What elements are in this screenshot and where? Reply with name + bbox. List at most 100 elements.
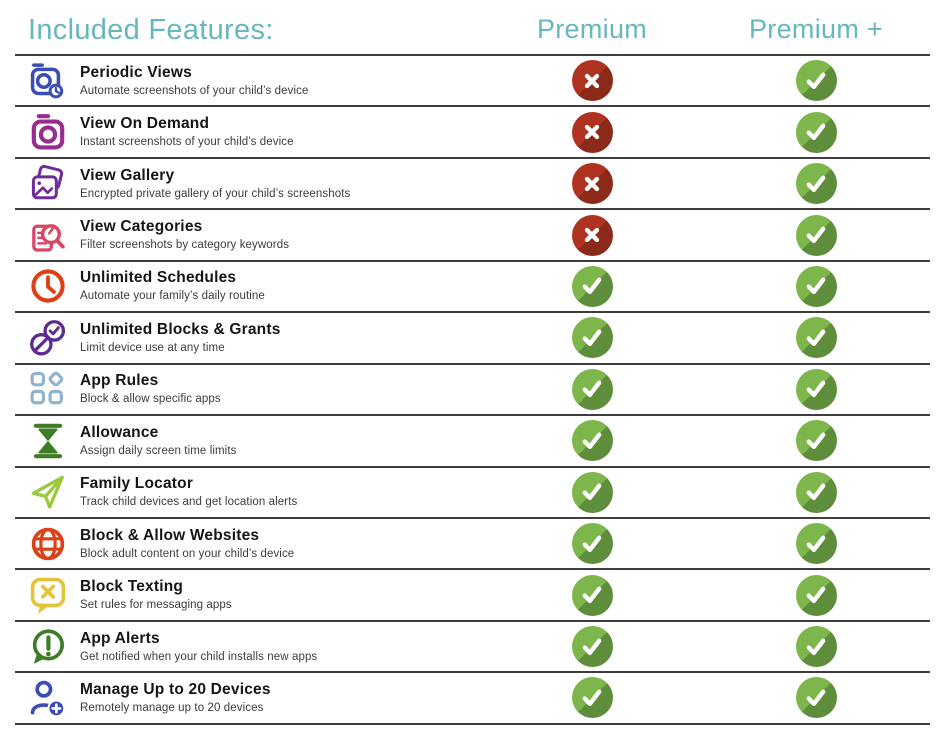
feature-row: View Categories Filter screenshots by ca… bbox=[15, 210, 930, 262]
feature-text: Periodic Views Automate screenshots of y… bbox=[80, 64, 482, 98]
feature-title: Block & Allow Websites bbox=[80, 526, 260, 544]
column-header-premium-plus: Premium + bbox=[749, 14, 883, 44]
feature-title: Family Locator bbox=[80, 475, 194, 493]
feature-description: Set rules for messaging apps bbox=[80, 599, 232, 612]
premium-cell bbox=[482, 317, 702, 359]
feature-description: Remotely manage up to 20 devices bbox=[80, 701, 264, 714]
check-icon bbox=[795, 368, 837, 410]
feature-title: Periodic Views bbox=[80, 63, 192, 81]
feature-description: Limit device use at any time bbox=[80, 341, 225, 354]
feature-title: App Rules bbox=[80, 372, 159, 390]
check-icon bbox=[795, 471, 837, 513]
feature-rows: Periodic Views Automate screenshots of y… bbox=[15, 56, 930, 725]
feature-description: Track child devices and get location ale… bbox=[80, 496, 298, 509]
feature-row: Block Texting Set rules for messaging ap… bbox=[15, 570, 930, 622]
feature-title: View Gallery bbox=[80, 166, 175, 184]
feature-text: App Rules Block & allow specific apps bbox=[80, 372, 482, 406]
family-locator-icon bbox=[28, 472, 68, 512]
feature-title: Block Texting bbox=[80, 578, 184, 596]
feature-title: View On Demand bbox=[80, 115, 210, 133]
check-icon bbox=[795, 265, 837, 307]
premium-cell bbox=[482, 368, 702, 410]
app-rules-icon bbox=[28, 369, 68, 409]
feature-text: Family Locator Track child devices and g… bbox=[80, 475, 482, 509]
premium-plus-cell bbox=[702, 317, 930, 359]
feature-title: Manage Up to 20 Devices bbox=[80, 680, 271, 698]
premium-cell bbox=[482, 60, 702, 102]
feature-title: App Alerts bbox=[80, 629, 160, 647]
cross-icon bbox=[571, 111, 613, 153]
premium-plus-cell bbox=[702, 60, 930, 102]
feature-text: App Alerts Get notified when your child … bbox=[80, 630, 482, 664]
block-texting-icon bbox=[28, 575, 68, 615]
check-icon bbox=[571, 523, 613, 565]
feature-text: Unlimited Schedules Automate your family… bbox=[80, 269, 482, 303]
feature-row: App Rules Block & allow specific apps bbox=[15, 365, 930, 417]
check-icon bbox=[571, 574, 613, 616]
feature-row: Unlimited Blocks & Grants Limit device u… bbox=[15, 313, 930, 365]
feature-description: Block & allow specific apps bbox=[80, 393, 221, 406]
feature-row: Manage Up to 20 Devices Remotely manage … bbox=[15, 673, 930, 725]
premium-plus-cell bbox=[702, 214, 930, 256]
premium-plus-cell bbox=[702, 420, 930, 462]
feature-description: Automate your family’s daily routine bbox=[80, 290, 265, 303]
feature-title: Allowance bbox=[80, 423, 159, 441]
check-icon bbox=[571, 420, 613, 462]
premium-cell bbox=[482, 574, 702, 616]
feature-row: Block & Allow Websites Block adult conte… bbox=[15, 519, 930, 571]
premium-plus-cell bbox=[702, 471, 930, 513]
premium-cell bbox=[482, 163, 702, 205]
check-icon bbox=[571, 265, 613, 307]
feature-text: View On Demand Instant screenshots of yo… bbox=[80, 115, 482, 149]
cross-icon bbox=[571, 163, 613, 205]
feature-description: Automate screenshots of your child’s dev… bbox=[80, 84, 309, 97]
unlimited-blocks-grants-icon bbox=[28, 318, 68, 358]
premium-cell bbox=[482, 111, 702, 153]
feature-text: Block Texting Set rules for messaging ap… bbox=[80, 578, 482, 612]
check-icon bbox=[571, 471, 613, 513]
block-allow-websites-icon bbox=[28, 524, 68, 564]
feature-description: Get notified when your child installs ne… bbox=[80, 650, 318, 663]
feature-description: Block adult content on your child’s devi… bbox=[80, 547, 295, 560]
feature-text: View Categories Filter screenshots by ca… bbox=[80, 218, 482, 252]
check-icon bbox=[571, 368, 613, 410]
premium-cell bbox=[482, 523, 702, 565]
check-icon bbox=[795, 420, 837, 462]
feature-title: View Categories bbox=[80, 218, 203, 236]
check-icon bbox=[571, 317, 613, 359]
feature-title: Unlimited Schedules bbox=[80, 269, 237, 287]
check-icon bbox=[795, 214, 837, 256]
feature-row: View On Demand Instant screenshots of yo… bbox=[15, 107, 930, 159]
premium-cell bbox=[482, 626, 702, 668]
allowance-icon bbox=[28, 421, 68, 461]
check-icon bbox=[795, 60, 837, 102]
feature-row: Family Locator Track child devices and g… bbox=[15, 468, 930, 519]
feature-text: View Gallery Encrypted private gallery o… bbox=[80, 167, 482, 201]
premium-cell bbox=[482, 214, 702, 256]
manage-devices-icon bbox=[28, 678, 68, 718]
check-icon bbox=[795, 163, 837, 205]
feature-row: Periodic Views Automate screenshots of y… bbox=[15, 56, 930, 108]
feature-description: Filter screenshots by category keywords bbox=[80, 239, 290, 252]
view-categories-icon bbox=[28, 215, 68, 255]
check-icon bbox=[795, 626, 837, 668]
check-icon bbox=[795, 574, 837, 616]
premium-plus-cell bbox=[702, 163, 930, 205]
feature-description: Encrypted private gallery of your child’… bbox=[80, 187, 351, 200]
periodic-views-icon bbox=[28, 61, 68, 101]
feature-title: Unlimited Blocks & Grants bbox=[80, 320, 281, 338]
check-icon bbox=[795, 677, 837, 719]
feature-text: Manage Up to 20 Devices Remotely manage … bbox=[80, 681, 482, 715]
premium-plus-cell bbox=[702, 265, 930, 307]
premium-plus-cell bbox=[702, 626, 930, 668]
cross-icon bbox=[571, 60, 613, 102]
view-gallery-icon bbox=[28, 164, 68, 204]
app-alerts-icon bbox=[28, 627, 68, 667]
feature-description: Instant screenshots of your child’s devi… bbox=[80, 136, 294, 149]
feature-text: Unlimited Blocks & Grants Limit device u… bbox=[80, 321, 482, 355]
premium-cell bbox=[482, 471, 702, 513]
view-on-demand-icon bbox=[28, 112, 68, 152]
premium-plus-cell bbox=[702, 677, 930, 719]
unlimited-schedules-icon bbox=[28, 266, 68, 306]
column-header-premium: Premium bbox=[536, 14, 648, 44]
